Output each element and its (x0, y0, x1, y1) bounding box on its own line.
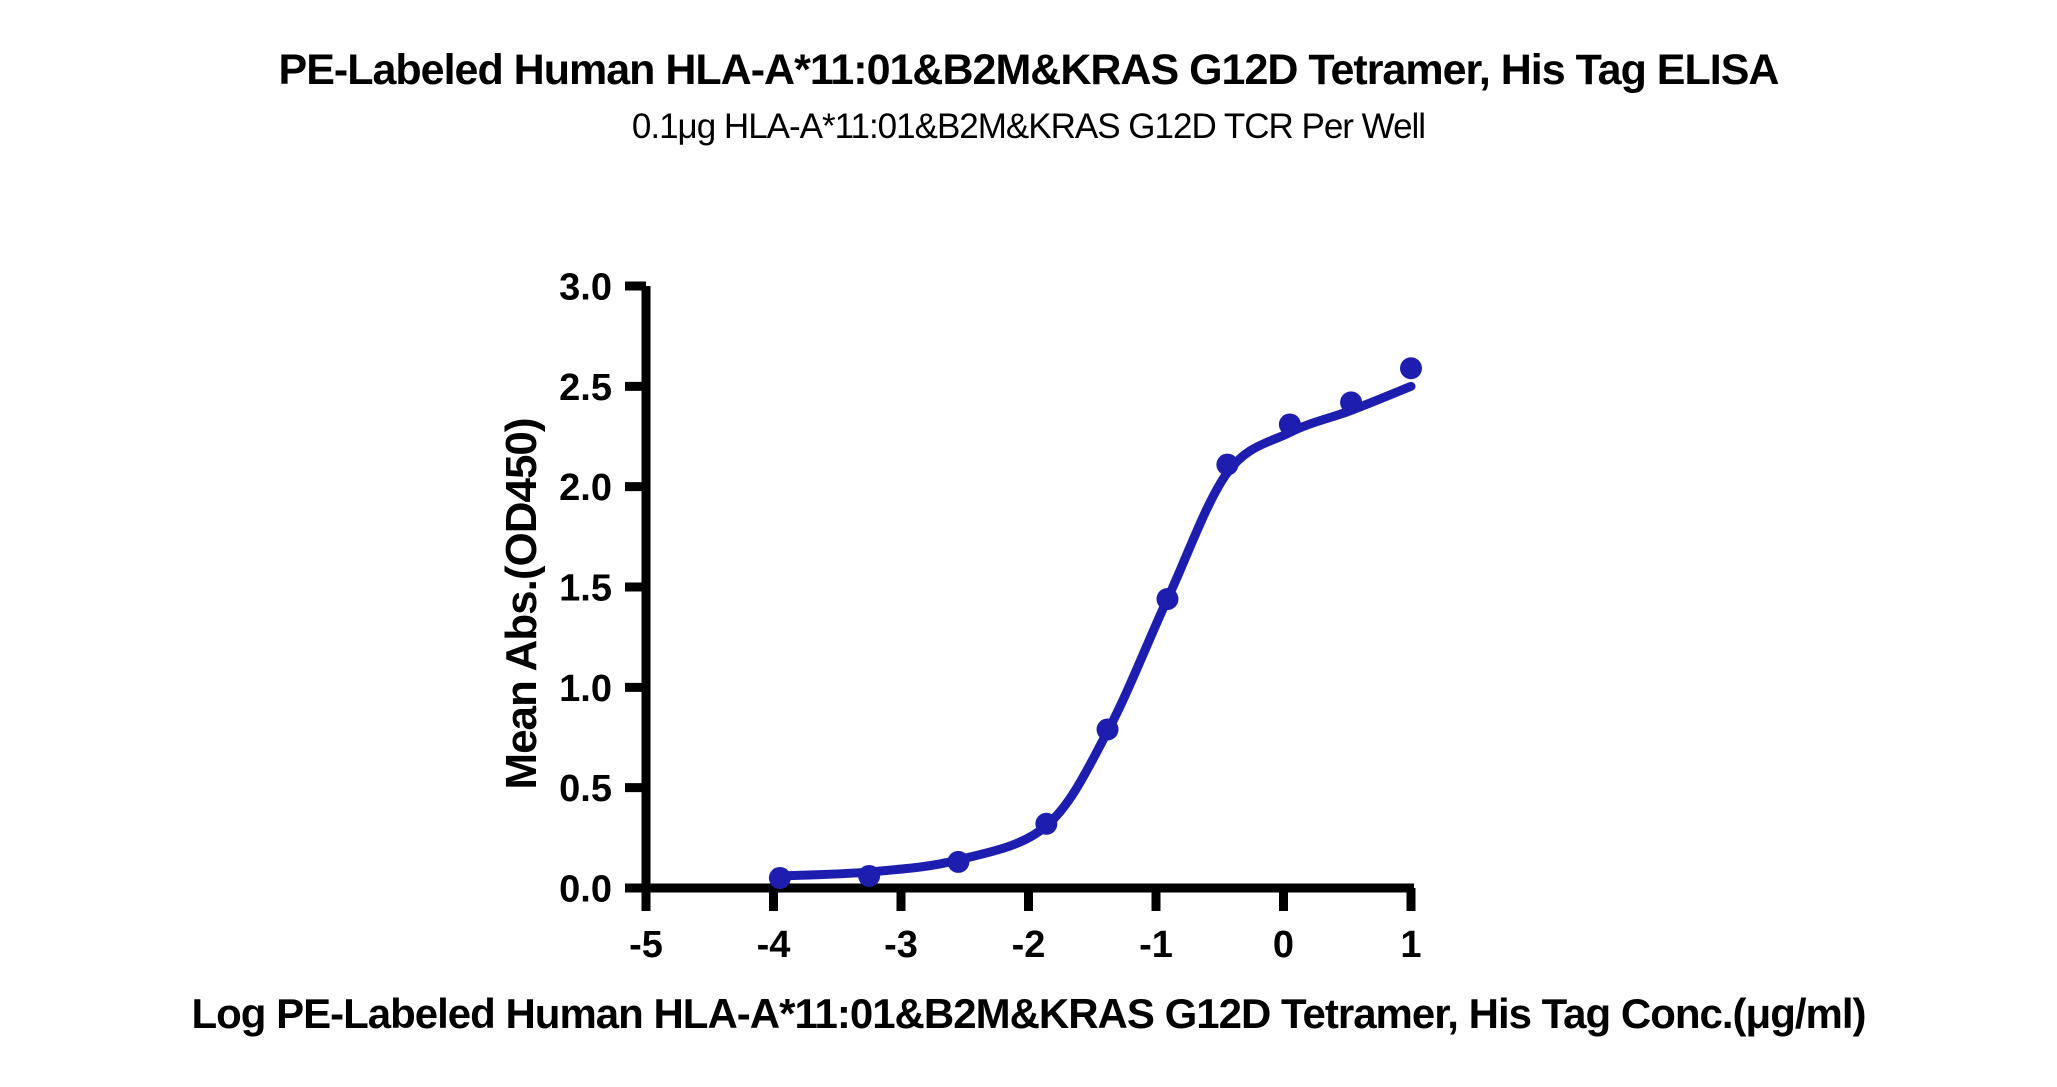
x-tick-label: -5 (629, 924, 663, 966)
fit-curve (775, 381, 1416, 881)
data-point (1096, 718, 1119, 741)
x-tick-label: -4 (757, 924, 791, 966)
y-tick-label: 1.5 (559, 568, 612, 610)
data-point (1216, 453, 1239, 476)
x-tick-label: 0 (1273, 924, 1294, 966)
axis-spine (641, 286, 1414, 893)
y-tick-label: 0.0 (559, 869, 612, 911)
data-point (768, 866, 791, 889)
x-tick-label: -1 (1139, 924, 1173, 966)
data-point (1400, 357, 1422, 380)
data-point (858, 864, 881, 887)
data-point (947, 850, 970, 873)
x-axis-title: Log PE-Labeled Human HLA-A*11:01&B2M&KRA… (191, 990, 1866, 1037)
y-tick-label: 2.0 (559, 467, 612, 509)
y-tick-label: 2.5 (559, 367, 612, 409)
data-point (1278, 413, 1301, 436)
chart-subtitle: 0.1μg HLA-A*11:01&B2M&KRAS G12D TCR Per … (631, 107, 1426, 146)
x-tick-label: 1 (1400, 924, 1421, 966)
y-tick-label: 3.0 (559, 267, 612, 309)
data-point (1340, 391, 1363, 414)
x-tick-label: -2 (1012, 924, 1046, 966)
data-point (1156, 588, 1179, 611)
chart-title: PE-Labeled Human HLA-A*11:01&B2M&KRAS G1… (278, 46, 1780, 94)
x-tick-label: -3 (884, 924, 918, 966)
y-tick-label: 1.0 (559, 668, 612, 710)
y-axis-title: Mean Abs.(OD450) (497, 418, 546, 790)
data-point (1035, 812, 1058, 835)
y-tick-label: 0.5 (559, 768, 612, 810)
